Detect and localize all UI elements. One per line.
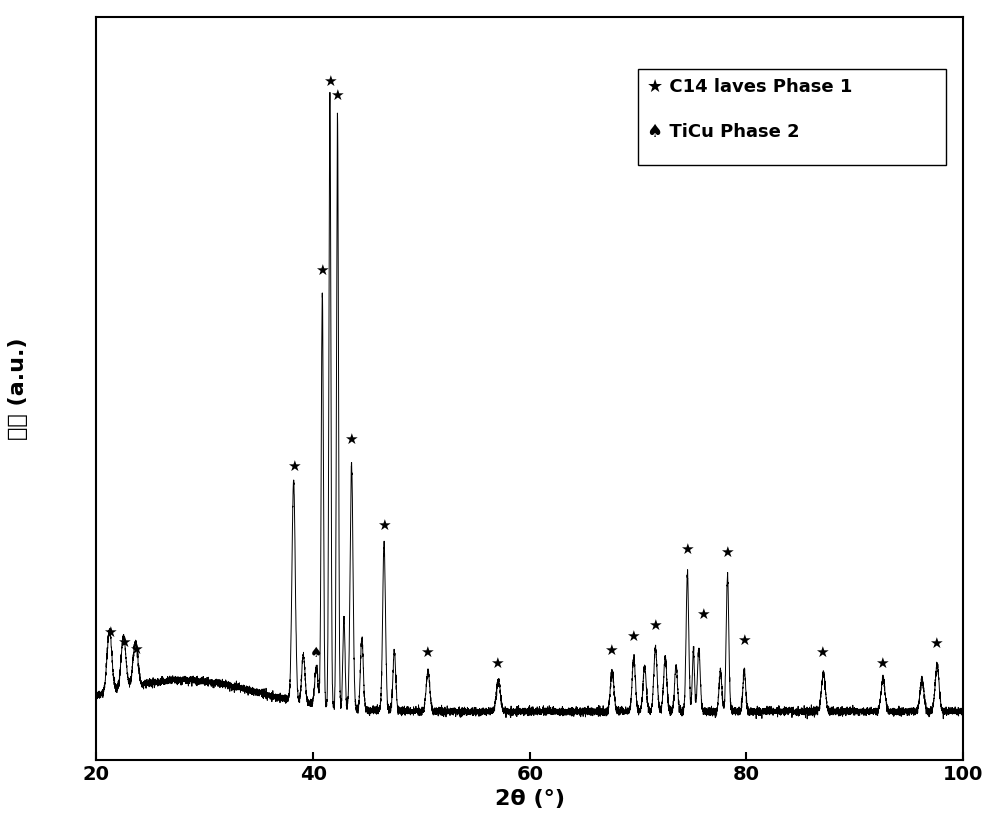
X-axis label: 2θ (°): 2θ (°)	[495, 790, 565, 809]
Text: ★: ★	[323, 74, 336, 89]
Bar	[638, 69, 946, 165]
Text: ★: ★	[875, 656, 889, 671]
Text: ♠: ♠	[310, 646, 323, 660]
Text: ★: ★	[377, 518, 390, 533]
Text: ★: ★	[420, 645, 434, 660]
Text: ★: ★	[344, 432, 358, 447]
Text: ★ C14 laves Phase 1: ★ C14 laves Phase 1	[647, 78, 852, 97]
Text: ♠ TiCu Phase 2: ♠ TiCu Phase 2	[647, 123, 799, 141]
Text: ★: ★	[680, 542, 694, 557]
Text: ★: ★	[103, 624, 116, 639]
Text: ★: ★	[315, 263, 329, 278]
Text: ★: ★	[490, 656, 504, 671]
Text: ★: ★	[648, 618, 661, 633]
Text: ★: ★	[720, 545, 734, 560]
Text: ★: ★	[117, 635, 130, 650]
Text: ★: ★	[929, 636, 943, 651]
Text: ★: ★	[287, 459, 300, 474]
Text: ★: ★	[129, 642, 142, 657]
Text: ★: ★	[737, 634, 751, 648]
Text: ★: ★	[330, 88, 344, 102]
Text: ★: ★	[815, 645, 829, 660]
Text: ★: ★	[696, 607, 710, 622]
Text: ★: ★	[626, 629, 640, 644]
Text: ★: ★	[604, 643, 618, 658]
Text: 强度 (a.u.): 强度 (a.u.)	[8, 337, 28, 439]
